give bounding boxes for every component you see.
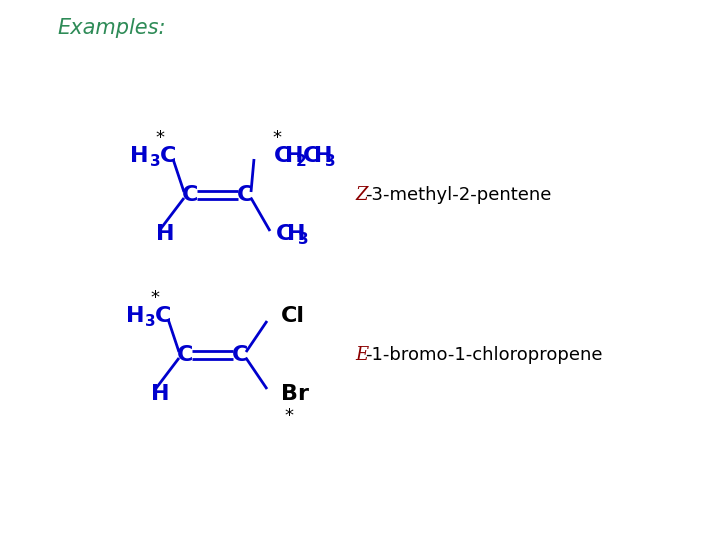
Text: *: * [284,407,294,425]
Text: H: H [151,384,169,404]
Text: *: * [156,129,164,147]
Text: 3: 3 [150,153,161,168]
Text: C: C [303,146,320,166]
Text: Examples:: Examples: [57,18,166,38]
Text: H: H [314,146,333,166]
Text: C: C [155,306,171,326]
Text: C: C [160,146,176,166]
Text: -3-methyl-2-pentene: -3-methyl-2-pentene [365,186,552,204]
Text: C: C [182,185,198,205]
Text: C: C [274,146,290,166]
Text: *: * [150,289,160,307]
Text: C: C [232,345,248,365]
Text: *: * [272,129,282,147]
Text: 3: 3 [325,153,336,168]
Text: -1-bromo-1-chloropropene: -1-bromo-1-chloropropene [365,346,603,364]
Text: E: E [355,346,368,364]
Text: Br: Br [281,384,309,404]
Text: H: H [287,224,305,244]
Text: H: H [130,146,149,166]
Text: H: H [156,224,174,244]
Text: H: H [125,306,144,326]
Text: 3: 3 [145,314,156,328]
Text: C: C [276,224,292,244]
Text: 2: 2 [296,153,307,168]
Text: C: C [237,185,253,205]
Text: Cl: Cl [281,306,305,326]
Text: 3: 3 [298,232,309,246]
Text: Z: Z [355,186,367,204]
Text: C: C [177,345,193,365]
Text: H: H [285,146,304,166]
